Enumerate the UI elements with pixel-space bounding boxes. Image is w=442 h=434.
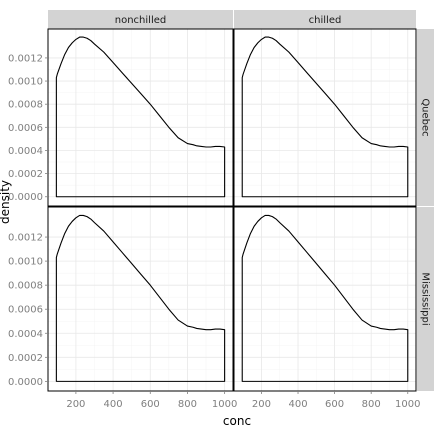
axis-ticks: 0.0000 0.0002 0.0004 0.0006 0.0008 0.0010 0.00… (8, 53, 420, 410)
y-tick-label: 0.0002 (8, 353, 43, 364)
x-tick-label: 1000 (395, 399, 420, 410)
density-polygon-nonchilled-Mississippi (55, 214, 226, 382)
panel-bg-chilled-Mississippi (234, 207, 416, 391)
y-tick-label: 0.0002 (8, 169, 43, 180)
strip-bg-col-chilled (234, 10, 416, 29)
x-tick-label: 600 (325, 399, 344, 410)
x-axis-title: conc (223, 414, 251, 428)
y-tick-label: 0.0010 (8, 257, 43, 268)
y-tick-label: 0.0004 (8, 146, 43, 157)
y-tick-label: 0.0000 (8, 377, 43, 388)
x-tick-label: 400 (288, 399, 307, 410)
strip-label-col-nonchilled: nonchilled (115, 15, 166, 26)
x-tick-label: 200 (252, 399, 271, 410)
density-polygon-chilled-Quebec (241, 36, 409, 198)
x-tick-label: 200 (66, 399, 85, 410)
density-curves (47, 28, 417, 392)
panel-border-chilled-Quebec (233, 28, 417, 207)
y-tick-label: 0.0012 (8, 53, 43, 64)
strip-bg-row-Quebec (417, 29, 434, 206)
strip-label-col-chilled: chilled (309, 15, 342, 26)
x-tick-label: 600 (141, 399, 160, 410)
x-tick-label: 800 (362, 399, 381, 410)
panel-bg-nonchilled-Mississippi (48, 207, 233, 391)
strip-label-row-Quebec: Quebec (420, 98, 431, 136)
y-tick-label: 0.0006 (8, 305, 43, 316)
y-tick-label: 0.0012 (8, 233, 43, 244)
facet-strips: nonchilled chilled Quebec Mississippi (48, 10, 434, 391)
strip-bg-col-nonchilled (48, 10, 233, 29)
y-tick-label: 0.0006 (8, 123, 43, 134)
y-tick-label: 0.0004 (8, 329, 43, 340)
panel-bg-chilled-Quebec (234, 29, 416, 206)
panel-border-nonchilled-Mississippi (47, 206, 234, 392)
panel-border-nonchilled-Quebec (47, 28, 234, 207)
density-polygon-nonchilled-Quebec (55, 36, 226, 198)
y-tick-label: 0.0010 (8, 77, 43, 88)
panel-backgrounds (48, 29, 416, 391)
x-tick-label: 400 (104, 399, 123, 410)
y-tick-label: 0.0008 (8, 281, 43, 292)
y-tick-label: 0.0008 (8, 100, 43, 111)
y-axis-title: density (0, 180, 12, 224)
x-tick-label: 1000 (212, 399, 237, 410)
y-tick-label: 0.0000 (8, 192, 43, 203)
x-tick-label: 800 (178, 399, 197, 410)
strip-bg-row-Mississippi (417, 207, 434, 391)
density-polygon-chilled-Mississippi (241, 214, 409, 382)
panel-border-chilled-Mississippi (233, 206, 417, 392)
panel-bg-nonchilled-Quebec (48, 29, 233, 206)
strip-label-row-Mississippi: Mississippi (420, 272, 431, 325)
